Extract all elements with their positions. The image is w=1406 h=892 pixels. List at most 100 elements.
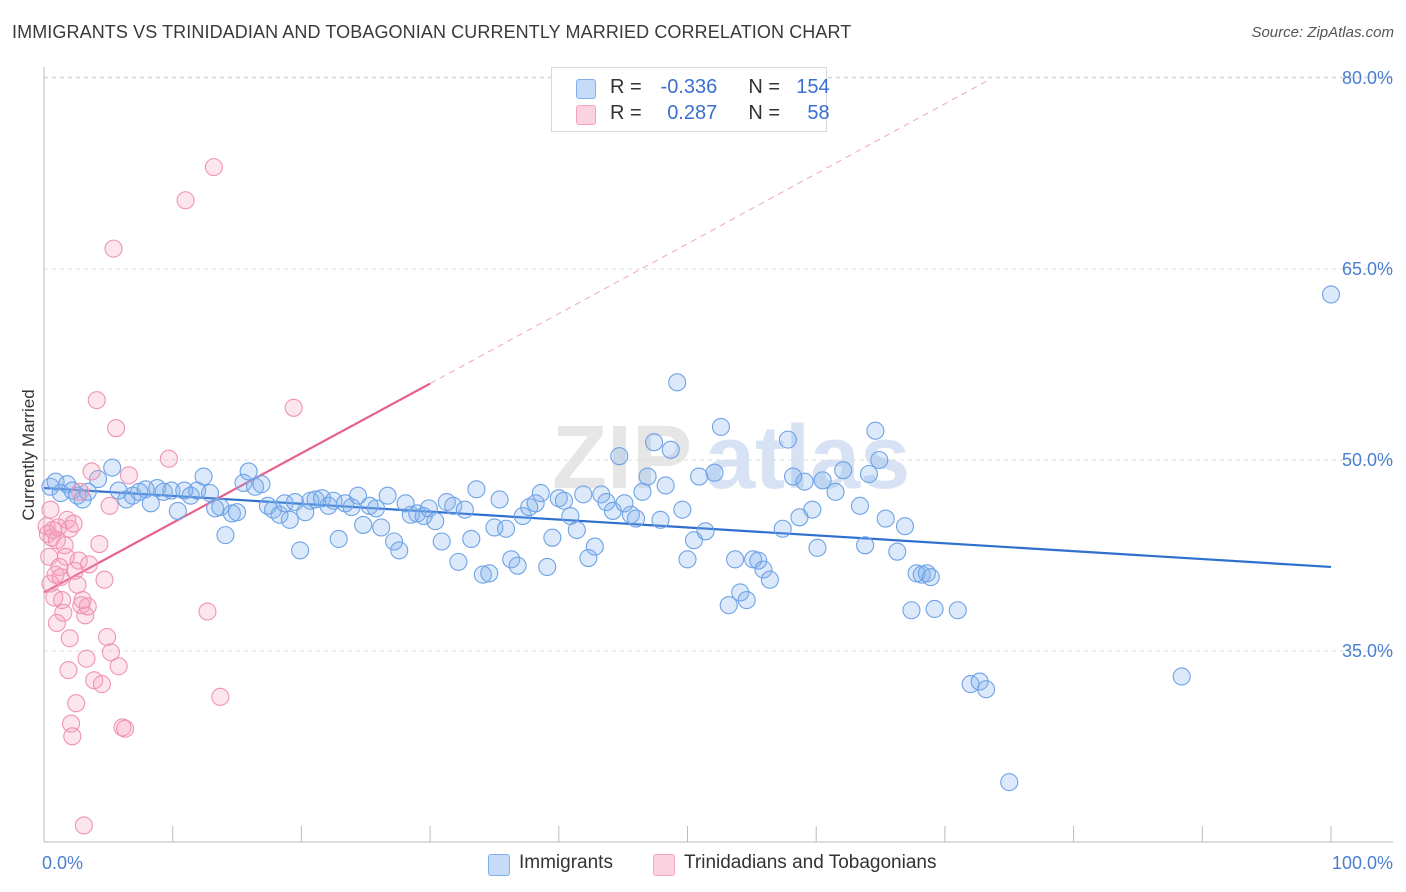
data-point [396,494,415,513]
x-tick-label-min: 0.0% [42,853,83,873]
data-point [496,519,516,538]
data-point [107,419,126,438]
data-point [234,473,253,492]
data-point [870,450,889,470]
data-point [426,512,445,531]
legend-n-label: N = [748,76,781,98]
data-point [579,548,598,568]
legend-n-label: N = [748,102,781,124]
legend-stats-immigrants: R = -0.336 N = 154 [610,76,830,99]
axis-labels: 35.0% 50.0% 65.0% 80.0% 0.0% 100.0% Currently … [19,68,1393,873]
data-point [60,629,79,648]
data-point [490,490,509,509]
data-point [46,472,65,491]
data-point [661,440,680,459]
data-point [67,694,86,713]
data-point [449,552,468,571]
data-point [508,556,527,575]
data-point [54,603,73,622]
data-point [198,602,217,621]
y-tick-label: 65.0% [1342,259,1393,279]
data-point [82,462,101,481]
data-point [100,496,119,515]
data-point [41,500,60,519]
data-point [228,503,247,522]
data-point [834,461,853,480]
series-label-immigrants: Immigrants [519,852,613,873]
data-point [109,657,128,676]
data-point [597,492,616,512]
series-trinidadians [37,158,303,835]
data-point [444,496,463,515]
data-point [467,480,486,499]
data-point [668,373,687,392]
data-point [543,528,562,547]
data-point [366,499,386,518]
data-point [977,680,996,699]
source-credit: Source: ZipAtlas.com [1251,24,1394,41]
legend-stats-trinidadians: R = 0.287 N = 58 [610,102,830,125]
data-point [401,505,420,524]
data-point [921,568,940,587]
data-point [783,467,803,486]
data-point [651,510,670,529]
legend-r-label: R = [610,102,642,124]
data-point [47,613,66,633]
data-point [876,509,895,528]
data-point [633,482,652,501]
data-point [850,496,870,515]
data-point [644,433,664,452]
data-point [348,486,368,505]
gridlines [44,76,1393,652]
chart-title: IMMIGRANTS VS TRINIDADIAN AND TOBAGONIAN… [12,22,852,42]
y-tick-label: 50.0% [1342,450,1393,470]
data-point [296,503,315,522]
data-point [342,498,361,517]
data-point [673,500,692,519]
data-point [615,494,634,513]
data-point [970,672,989,691]
data-point [284,398,303,417]
data-point [856,536,875,555]
data-point [705,463,724,482]
data-point [773,519,792,538]
data-point [549,489,568,508]
data-point [690,467,709,486]
data-point [638,467,657,486]
data-point [78,482,97,501]
data-point [280,510,299,529]
data-point [63,481,82,500]
data-point [719,596,738,615]
data-point [168,501,187,520]
data-point [760,570,779,589]
data-point [116,719,135,738]
data-point [194,467,213,486]
data-point [1321,285,1341,304]
data-point [324,491,343,510]
data-point [329,529,348,548]
legend-r-value: -0.336 [660,76,718,98]
data-point [211,687,230,706]
data-point [78,597,97,616]
data-point [678,550,697,569]
data-point [64,514,83,533]
axes [43,67,1393,843]
data-point [95,570,114,589]
data-point [696,522,715,541]
data-point [90,534,109,554]
data-point [567,520,586,540]
data-point [378,486,397,505]
data-point [101,643,120,662]
data-point [531,484,550,503]
data-point [749,551,768,570]
legend-n-value: 154 [796,76,830,98]
data-point [711,417,731,436]
legend-n-value: 58 [807,102,830,124]
data-point [79,555,99,574]
data-point [432,532,451,551]
data-point [538,557,557,577]
data-point [154,482,173,501]
data-point [92,675,111,694]
data-point [866,421,885,440]
